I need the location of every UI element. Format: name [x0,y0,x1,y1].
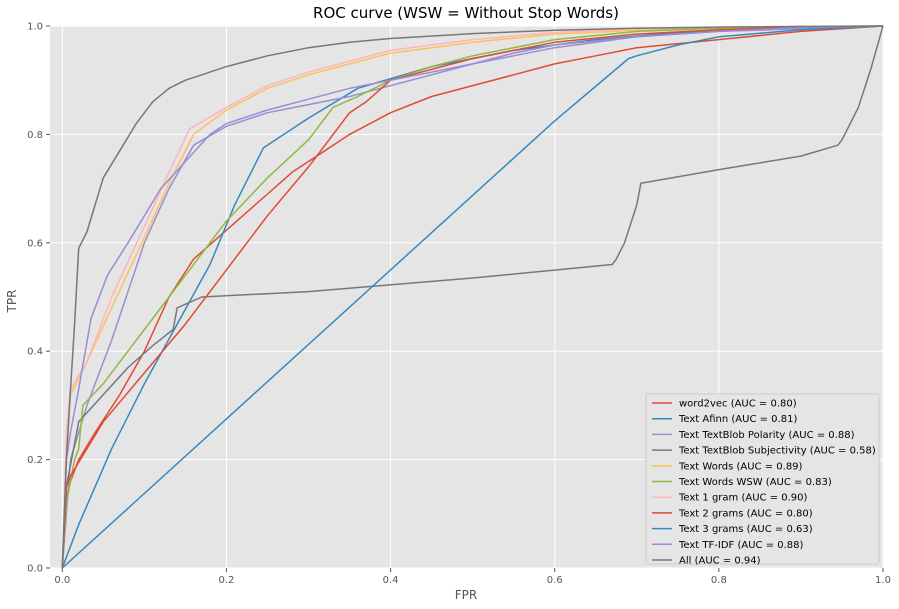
y-tick-label: 0.8 [27,130,43,141]
series-lines [61,25,884,569]
series-line-0 [61,25,884,569]
legend: word2vec (AUC = 0.80) Text Afinn (AUC = 0… [645,393,880,567]
series-line-7 [61,25,884,569]
series-line-3 [61,25,884,569]
legend-entry: Text 2 grams (AUC = 0.80) [678,508,813,519]
y-tick-label: 0.4 [27,347,43,358]
x-tick-label: 0.8 [711,575,727,586]
legend-box [645,393,880,565]
x-axis-label: FPR [455,588,477,602]
legend-entry: Text 1 gram (AUC = 0.90) [678,493,807,504]
x-axis-ticks: 0.0 0.2 0.4 0.6 0.8 1.0 [54,568,891,586]
legend-entry: Text Words WSW (AUC = 0.83) [678,477,832,488]
series-line-10 [61,25,884,569]
y-tick-label: 1.0 [27,22,43,33]
legend-entry: Text Afinn (AUC = 0.81) [678,414,797,425]
y-tick-label: 0.6 [27,238,43,249]
chart-title: ROC curve (WSW = Without Stop Words) [313,4,619,22]
x-tick-label: 0.4 [383,575,399,586]
x-tick-label: 0.6 [547,575,563,586]
y-axis-label: TPR [5,290,19,314]
legend-entry: Text Words (AUC = 0.89) [678,461,803,472]
legend-entry: Text TextBlob Polarity (AUC = 0.88) [678,430,855,441]
series-line-5 [61,25,884,569]
series-line-9 [61,25,884,569]
legend-entry: Text TF-IDF (AUC = 0.88) [678,540,803,551]
legend-entry: Text TextBlob Subjectivity (AUC = 0.58) [678,446,876,457]
legend-entry: Text 3 grams (AUC = 0.63) [678,524,813,535]
x-tick-label: 1.0 [875,575,891,586]
y-tick-label: 0.0 [27,564,43,575]
legend-entry: All (AUC = 0.94) [679,556,761,567]
x-tick-label: 0.2 [218,575,234,586]
grid-lines [50,25,884,569]
series-line-8 [61,25,884,569]
legend-entry: word2vec (AUC = 0.80) [679,399,797,410]
x-tick-label: 0.0 [54,575,70,586]
y-tick-label: 0.2 [27,455,43,466]
y-axis-ticks: 0.0 0.2 0.4 0.6 0.8 1.0 [27,22,50,575]
